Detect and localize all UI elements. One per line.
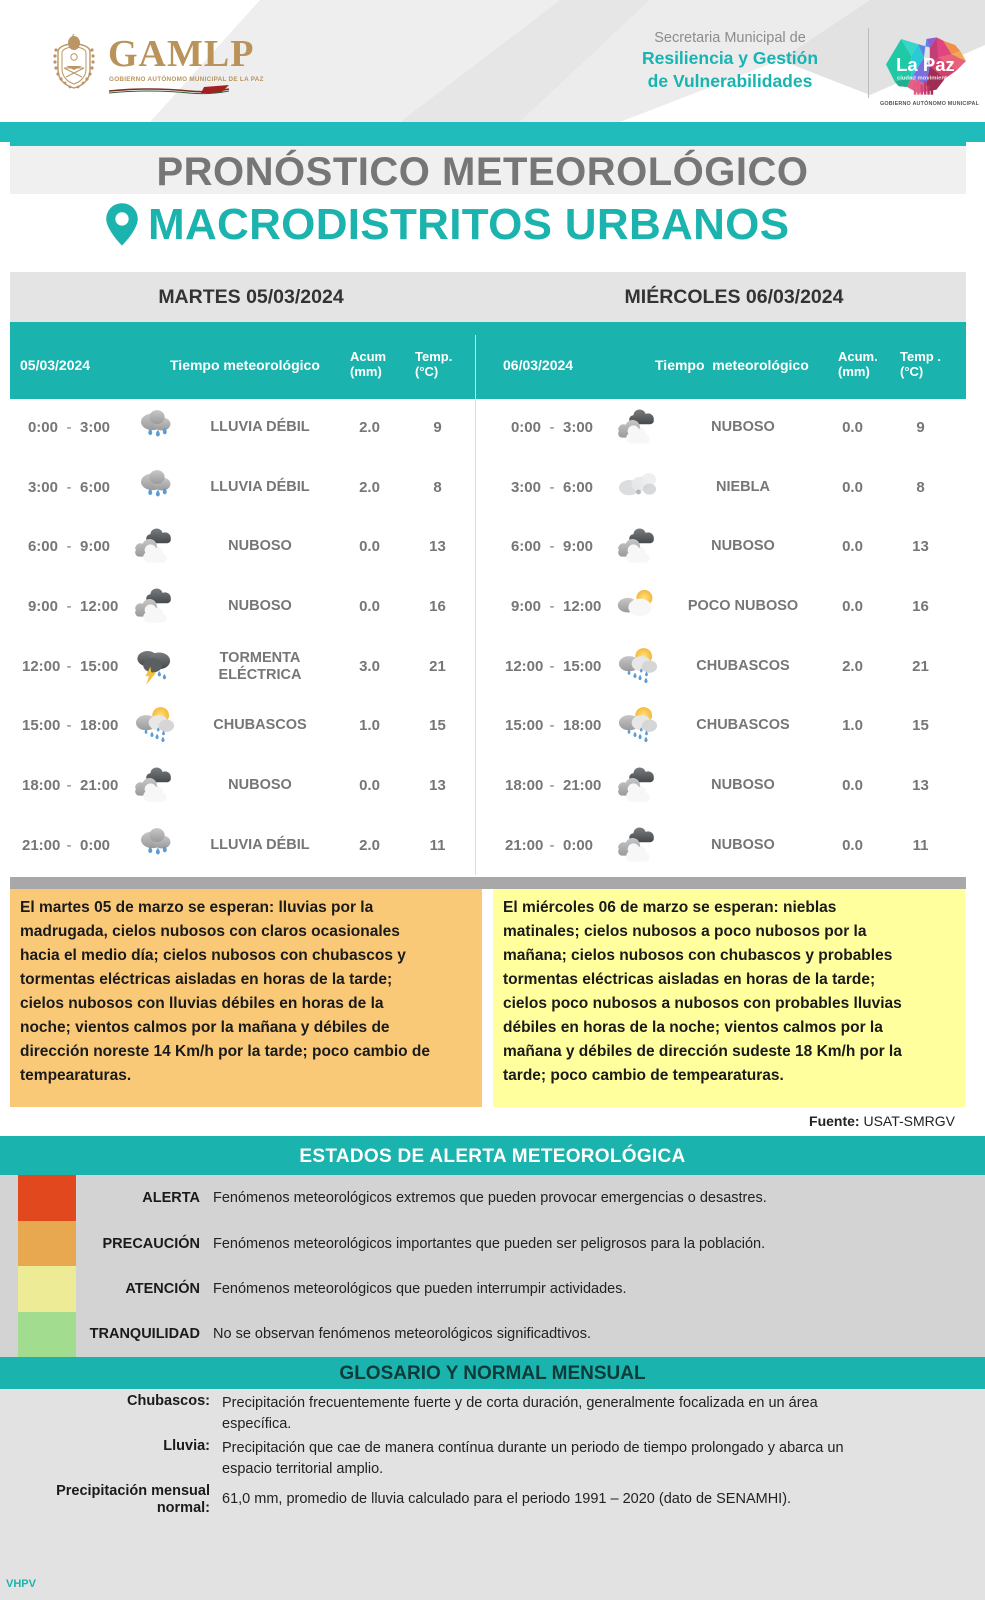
svg-text:La Paz: La Paz xyxy=(896,54,955,75)
svg-text:ciudad movimiento: ciudad movimiento xyxy=(897,75,951,81)
